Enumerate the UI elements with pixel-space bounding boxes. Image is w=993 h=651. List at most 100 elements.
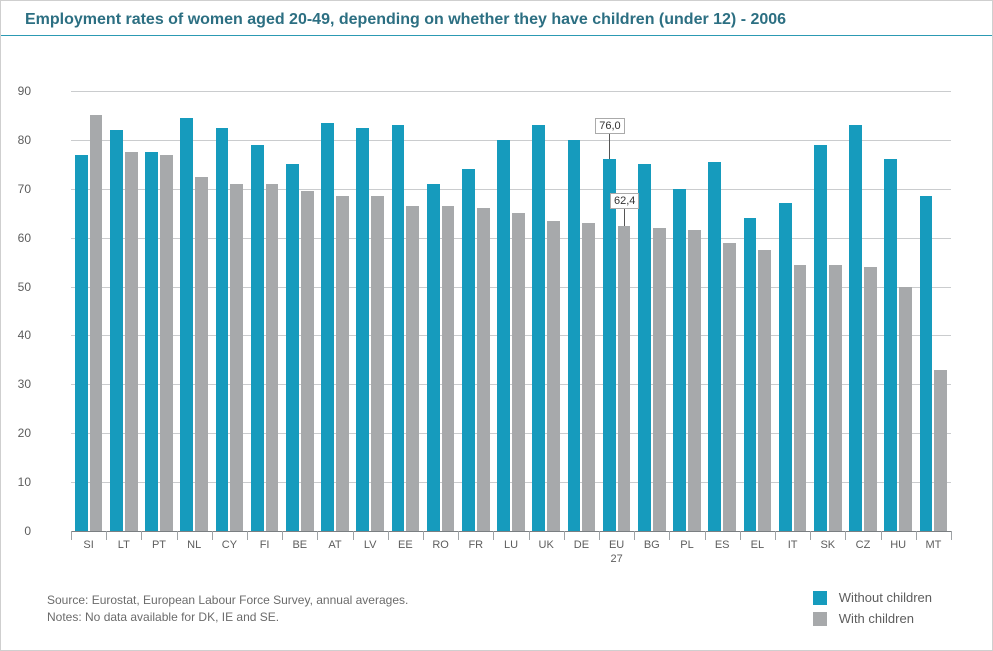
document-frame: Employment rates of women aged 20-49, de… <box>0 0 993 651</box>
annotation-line-EU-without <box>609 134 610 159</box>
title-underline <box>1 35 992 36</box>
bar-with-IT <box>794 265 807 531</box>
y-tick-label: 40 <box>1 328 31 342</box>
bar-with-SI <box>90 115 103 531</box>
bar-without-LU <box>497 140 510 531</box>
bar-without-LV <box>356 128 369 531</box>
bar-with-CZ <box>864 267 877 531</box>
bar-without-NL <box>180 118 193 531</box>
bar-with-PL <box>688 230 701 531</box>
bar-without-PT <box>145 152 158 531</box>
bar-with-FI <box>266 184 279 531</box>
x-tick-label-EU: EU <box>599 539 634 551</box>
x-tick-label-NL: NL <box>177 539 212 551</box>
y-tick-label: 20 <box>1 426 31 440</box>
y-tick-label: 30 <box>1 377 31 391</box>
x-tick-label-RO: RO <box>423 539 458 551</box>
x-tick-label-HU: HU <box>881 539 916 551</box>
bar-without-SK <box>814 145 827 531</box>
bar-without-BE <box>286 164 299 531</box>
bar-with-EE <box>406 206 419 531</box>
group-separator <box>951 531 952 540</box>
x-axis-line <box>71 531 951 532</box>
bar-with-HU <box>899 287 912 531</box>
x-tick-label-UK: UK <box>529 539 564 551</box>
x-tick-label-LT: LT <box>106 539 141 551</box>
bar-without-CY <box>216 128 229 531</box>
bar-without-SI <box>75 155 88 531</box>
x-tick-label-AT: AT <box>317 539 352 551</box>
x-tick-label-EL: EL <box>740 539 775 551</box>
bar-with-EL <box>758 250 771 531</box>
y-tick-label: 60 <box>1 231 31 245</box>
legend-label-with: With children <box>839 611 914 626</box>
bar-with-BG <box>653 228 666 531</box>
y-tick-label: 0 <box>1 524 31 538</box>
x-tick-label-SI: SI <box>71 539 106 551</box>
x-tick-label-BE: BE <box>282 539 317 551</box>
bar-without-LT <box>110 130 123 531</box>
bar-without-DE <box>568 140 581 531</box>
annotation-line-EU-with <box>624 209 625 226</box>
bar-with-PT <box>160 155 173 531</box>
x-axis-labels: SILTPTNLCYFIBEATLVEEROFRLUUKDEEU27BGPLES… <box>71 533 951 563</box>
y-tick-label: 50 <box>1 280 31 294</box>
x-tick-label-ES: ES <box>705 539 740 551</box>
x-tick-label-PL: PL <box>669 539 704 551</box>
bar-without-ES <box>708 162 721 531</box>
bar-with-MT <box>934 370 947 531</box>
y-tick-label: 80 <box>1 133 31 147</box>
x-tick-label-IT: IT <box>775 539 810 551</box>
x-tick-label-CZ: CZ <box>845 539 880 551</box>
chart-title: Employment rates of women aged 20-49, de… <box>25 11 786 29</box>
bar-without-BG <box>638 164 651 531</box>
bar-without-HU <box>884 159 897 531</box>
gridline <box>71 91 951 92</box>
bar-with-LV <box>371 196 384 531</box>
legend-item-without: Without children <box>813 590 932 605</box>
bar-without-FI <box>251 145 264 531</box>
bar-with-UK <box>547 221 560 531</box>
bar-without-MT <box>920 196 933 531</box>
bar-without-IT <box>779 203 792 531</box>
x-tick-label-DE: DE <box>564 539 599 551</box>
bar-with-EU <box>618 226 631 531</box>
x-tick-label-LV: LV <box>353 539 388 551</box>
legend-swatch-without <box>813 591 827 605</box>
x-tick-label-BG: BG <box>634 539 669 551</box>
legend-label-without: Without children <box>839 590 932 605</box>
annotation-EU-with: 62,4 <box>610 193 639 209</box>
x-tick-label-SK: SK <box>810 539 845 551</box>
x-tick-sublabel-EU: 27 <box>599 553 634 565</box>
legend-swatch-with <box>813 612 827 626</box>
bar-with-SK <box>829 265 842 531</box>
x-tick-label-FI: FI <box>247 539 282 551</box>
bar-with-RO <box>442 206 455 531</box>
bar-without-FR <box>462 169 475 531</box>
notes-line: Notes: No data available for DK, IE and … <box>47 609 408 626</box>
bar-with-AT <box>336 196 349 531</box>
y-tick-label: 70 <box>1 182 31 196</box>
x-tick-label-MT: MT <box>916 539 951 551</box>
x-tick-label-FR: FR <box>458 539 493 551</box>
bar-with-ES <box>723 243 736 531</box>
bar-with-DE <box>582 223 595 531</box>
bar-without-UK <box>532 125 545 531</box>
bar-without-PL <box>673 189 686 531</box>
y-tick-label: 10 <box>1 475 31 489</box>
bar-with-NL <box>195 177 208 531</box>
x-tick-label-CY: CY <box>212 539 247 551</box>
legend-item-with: With children <box>813 611 932 626</box>
bar-without-CZ <box>849 125 862 531</box>
source-line: Source: Eurostat, European Labour Force … <box>47 592 408 609</box>
bar-with-FR <box>477 208 490 531</box>
chart-plot-area: 76,062,4 <box>71 91 951 531</box>
gridline <box>71 140 951 141</box>
bar-with-LU <box>512 213 525 531</box>
x-tick-label-EE: EE <box>388 539 423 551</box>
bar-with-LT <box>125 152 138 531</box>
bar-without-AT <box>321 123 334 531</box>
x-tick-label-LU: LU <box>493 539 528 551</box>
bar-without-EL <box>744 218 757 531</box>
bar-with-BE <box>301 191 314 531</box>
